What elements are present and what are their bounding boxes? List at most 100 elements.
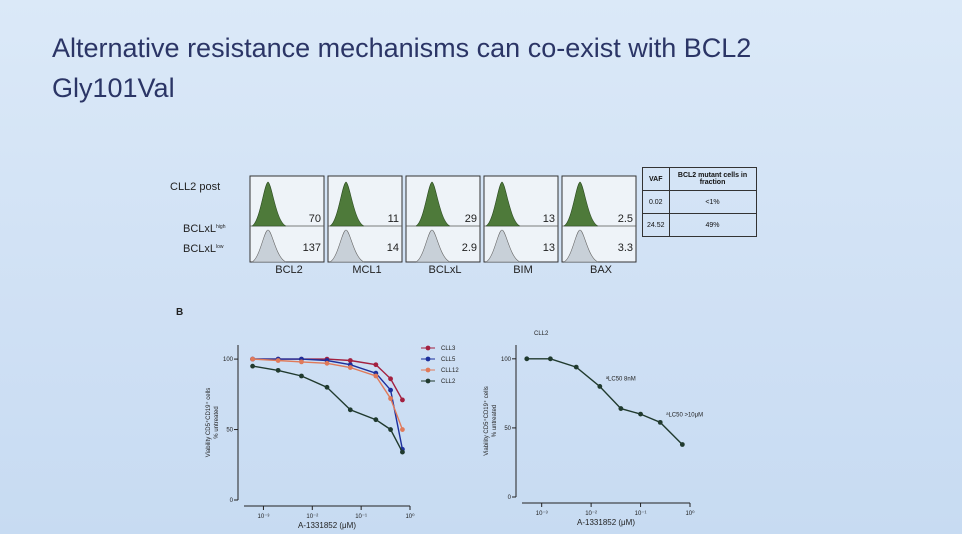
table-cell: 0.02 [642, 190, 670, 214]
row-label-name: BCLxL [183, 223, 216, 235]
legend-label: CLL3 [441, 346, 456, 352]
data-point [373, 373, 379, 379]
x-tick-label: 10⁻¹ [355, 514, 367, 520]
x-axis-label: A-1331852 (μM) [577, 518, 635, 527]
table-header-cell: VAF [642, 167, 670, 191]
row-label-name: BCLxL [183, 243, 216, 255]
data-point [638, 411, 643, 417]
y-axis-label: Viability CD5⁺CD19⁺ cells [205, 388, 212, 458]
data-point [373, 362, 379, 368]
data-point [324, 384, 330, 390]
histogram-value: 13 [543, 213, 555, 225]
data-point [400, 397, 405, 403]
histogram-value: 2.9 [462, 242, 477, 254]
legend-label: CLL5 [441, 357, 456, 363]
table-cell: 24.52 [642, 213, 670, 237]
histogram-low [563, 229, 599, 263]
data-point [250, 363, 256, 369]
row-label: BCLxLlow [183, 243, 224, 255]
histogram-value: 14 [387, 242, 399, 254]
slide-title: Alternative resistance mechanisms can co… [52, 33, 752, 103]
annotation: ᵃLC50 >10μM [666, 412, 703, 418]
y-tick-label: 0 [230, 498, 234, 504]
data-point [347, 358, 353, 363]
table-cell: <1% [668, 190, 757, 214]
chart-title: CLL2 [534, 331, 549, 337]
histogram-value: 3.3 [618, 242, 633, 254]
legend-label: CLL12 [441, 368, 459, 374]
histogram-low [251, 229, 287, 263]
row-label-sup: high [216, 224, 226, 230]
marker-name: BAX [590, 264, 613, 276]
y-tick-label: 0 [508, 495, 512, 501]
histogram-low [415, 229, 451, 263]
marker-name: MCL1 [352, 264, 381, 276]
data-point [400, 427, 405, 432]
annotation: ᵃLC50 8nM [606, 376, 636, 382]
x-tick-label: 10⁻³ [536, 511, 548, 517]
data-point [347, 365, 353, 370]
series-line [252, 358, 404, 450]
data-point [373, 417, 379, 423]
marker-name: BIM [513, 264, 533, 276]
x-tick-label: 10⁻³ [258, 514, 270, 520]
data-point [275, 367, 281, 373]
series-line [252, 365, 404, 453]
y-tick-label: 100 [501, 357, 512, 363]
histogram-value: 29 [465, 213, 477, 225]
histogram-low [485, 229, 521, 263]
data-point [597, 384, 603, 389]
y-tick-label: 50 [226, 428, 233, 434]
data-point [299, 359, 304, 365]
sample-label: CLL2 post [170, 181, 220, 193]
histogram-high [329, 181, 365, 227]
row-label: BCLxLhigh [183, 223, 226, 235]
series-line [526, 358, 683, 445]
x-tick-label: 10⁻² [306, 514, 318, 520]
table-cell: 49% [668, 213, 757, 237]
y-axis-label: % untreated [492, 405, 498, 437]
data-point [388, 427, 393, 432]
histogram-value: 11 [388, 213, 399, 225]
data-point [400, 449, 405, 455]
data-point [299, 373, 304, 379]
histogram-value: 13 [543, 242, 555, 254]
histogram-value: 2.5 [618, 213, 633, 225]
legend-label: CLL2 [441, 379, 456, 385]
data-point [275, 358, 281, 363]
data-point [388, 387, 393, 393]
histogram-high [251, 181, 287, 227]
table-header: VAF BCL2 mutant cells in fraction [642, 167, 757, 191]
table-row: 0.02 <1% [642, 190, 757, 214]
y-axis-label: % untreated [214, 406, 220, 438]
histogram-high [415, 181, 451, 227]
histogram-value: 137 [303, 242, 321, 254]
vaf-table: VAF BCL2 mutant cells in fraction 0.02 <… [642, 167, 757, 237]
histogram-high [485, 181, 521, 227]
data-point [679, 442, 685, 447]
x-axis-label: A-1331852 (μM) [298, 521, 356, 530]
data-point [573, 364, 579, 370]
marker-name: BCLxL [428, 264, 461, 276]
x-tick-label: 10⁻¹ [635, 511, 647, 517]
data-point [388, 376, 393, 382]
y-tick-label: 100 [223, 357, 234, 363]
data-point [524, 356, 530, 362]
series-line [252, 358, 404, 430]
histogram-value: 70 [309, 213, 321, 225]
marker-name: BCL2 [275, 264, 303, 276]
data-point [547, 356, 553, 362]
x-tick-label: 10⁻² [585, 511, 597, 517]
histogram-high [563, 181, 599, 227]
table-header-cell: BCL2 mutant cells in fraction [668, 167, 757, 191]
x-tick-label: 10⁰ [685, 510, 695, 517]
table-row: 24.52 49% [642, 213, 757, 237]
panel-label: B [176, 307, 183, 318]
histogram-low [329, 229, 365, 263]
data-point [618, 406, 624, 411]
data-point [324, 360, 330, 366]
row-label-sup: low [216, 244, 224, 250]
data-point [347, 407, 353, 413]
x-tick-label: 10⁰ [405, 513, 415, 520]
